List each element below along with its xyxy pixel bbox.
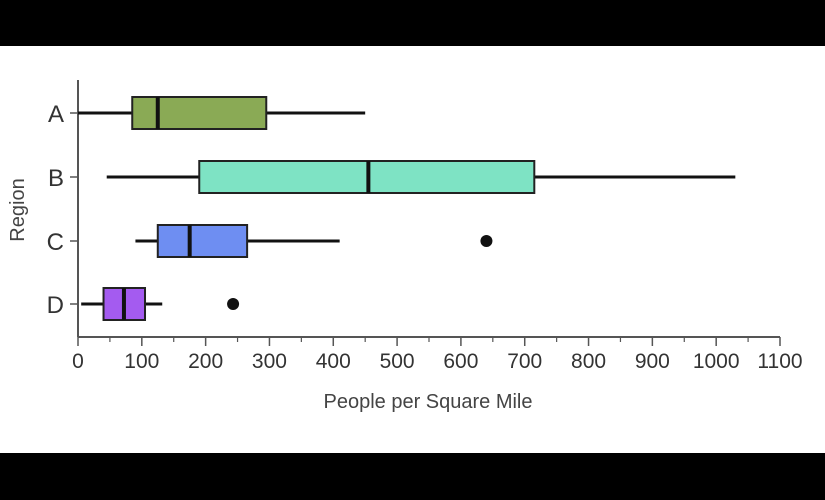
- boxes: [78, 96, 736, 321]
- x-tick-label: 1100: [757, 350, 802, 373]
- iqr-box: [156, 224, 249, 258]
- box-region-b: [106, 160, 736, 194]
- y-tick-label: B: [48, 165, 64, 192]
- outlier-point: [227, 298, 240, 310]
- letterbox-bottom: [0, 453, 825, 500]
- y-tick-label: D: [47, 292, 64, 319]
- x-tick-label: 1000: [693, 350, 740, 373]
- x-tick-label: 700: [507, 350, 542, 373]
- x-tick-label: 600: [443, 350, 478, 373]
- axes: 0 100 200 300 400 500 600 700 800 900 1000 1100 A B C D: [47, 80, 803, 373]
- x-tick-label: 400: [316, 350, 351, 373]
- x-axis-title: People per Square Mile: [323, 391, 532, 413]
- y-tick-label: A: [48, 101, 64, 128]
- iqr-box: [131, 96, 268, 130]
- box-region-a: [78, 96, 366, 130]
- box-region-d: [81, 287, 240, 321]
- x-tick-label: 0: [72, 350, 84, 373]
- x-tick-label: 800: [571, 350, 606, 373]
- x-tick-label: 300: [252, 350, 287, 373]
- y-tick-label: C: [47, 229, 64, 256]
- box-region-c: [135, 224, 493, 258]
- x-tick-label: 900: [635, 350, 670, 373]
- letterbox-top: [0, 0, 825, 46]
- x-tick-label: 500: [380, 350, 415, 373]
- y-axis-title: Region: [7, 178, 29, 241]
- outlier-point: [480, 235, 493, 247]
- x-tick-label: 100: [124, 350, 159, 373]
- x-tick-label: 200: [188, 350, 223, 373]
